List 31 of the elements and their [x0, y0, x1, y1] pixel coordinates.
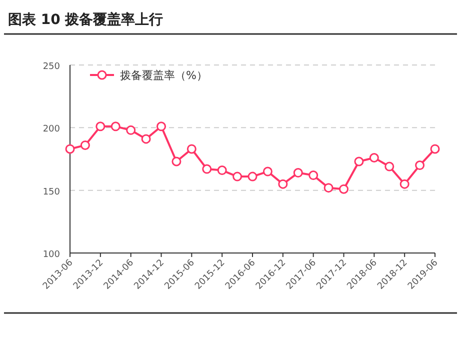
y-tick-label: 100 — [42, 250, 60, 260]
point — [232, 172, 242, 182]
point — [339, 184, 348, 194]
y-tick-label: 200 — [42, 124, 60, 135]
point — [400, 179, 410, 189]
point — [202, 164, 212, 174]
legend-label: 拨备覆盖率（%） — [120, 69, 208, 82]
point — [141, 134, 151, 144]
point — [248, 172, 258, 182]
point — [80, 140, 90, 150]
y-tick-label: 150 — [42, 187, 60, 198]
point — [308, 170, 318, 180]
point — [415, 160, 425, 170]
point — [293, 168, 303, 178]
point — [278, 179, 288, 189]
point — [369, 152, 379, 162]
point — [65, 144, 75, 154]
point — [354, 156, 364, 166]
point — [262, 166, 272, 176]
point — [430, 144, 440, 154]
chart-title: 图表 10 拨备覆盖率上行 — [8, 11, 164, 28]
point — [172, 156, 182, 166]
point — [217, 166, 227, 176]
point — [186, 144, 196, 154]
point — [324, 183, 334, 193]
point — [156, 122, 166, 132]
point — [384, 162, 394, 172]
y-tick-label: 250 — [42, 62, 60, 72]
point — [126, 125, 136, 135]
point — [110, 122, 120, 132]
point — [96, 122, 106, 132]
